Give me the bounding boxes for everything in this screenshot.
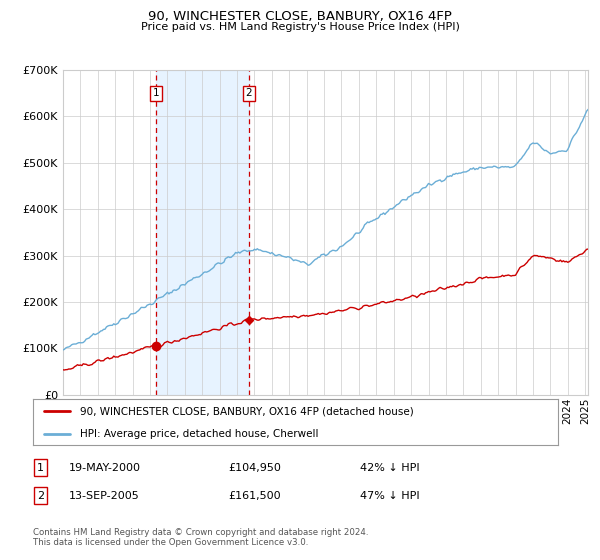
Text: Contains HM Land Registry data © Crown copyright and database right 2024.
This d: Contains HM Land Registry data © Crown c… — [33, 528, 368, 547]
Text: 19-MAY-2000: 19-MAY-2000 — [69, 463, 141, 473]
Text: Price paid vs. HM Land Registry's House Price Index (HPI): Price paid vs. HM Land Registry's House … — [140, 22, 460, 32]
Text: 47% ↓ HPI: 47% ↓ HPI — [360, 491, 419, 501]
Text: 42% ↓ HPI: 42% ↓ HPI — [360, 463, 419, 473]
Text: 90, WINCHESTER CLOSE, BANBURY, OX16 4FP (detached house): 90, WINCHESTER CLOSE, BANBURY, OX16 4FP … — [80, 406, 414, 416]
Text: £161,500: £161,500 — [228, 491, 281, 501]
Bar — [156, 70, 248, 395]
Text: 90, WINCHESTER CLOSE, BANBURY, OX16 4FP: 90, WINCHESTER CLOSE, BANBURY, OX16 4FP — [148, 10, 452, 23]
Text: £104,950: £104,950 — [228, 463, 281, 473]
Text: 13-SEP-2005: 13-SEP-2005 — [69, 491, 140, 501]
Text: 2: 2 — [245, 88, 252, 98]
Text: 1: 1 — [152, 88, 159, 98]
Text: 1: 1 — [37, 463, 44, 473]
Text: 2: 2 — [37, 491, 44, 501]
Text: HPI: Average price, detached house, Cherwell: HPI: Average price, detached house, Cher… — [80, 429, 319, 438]
